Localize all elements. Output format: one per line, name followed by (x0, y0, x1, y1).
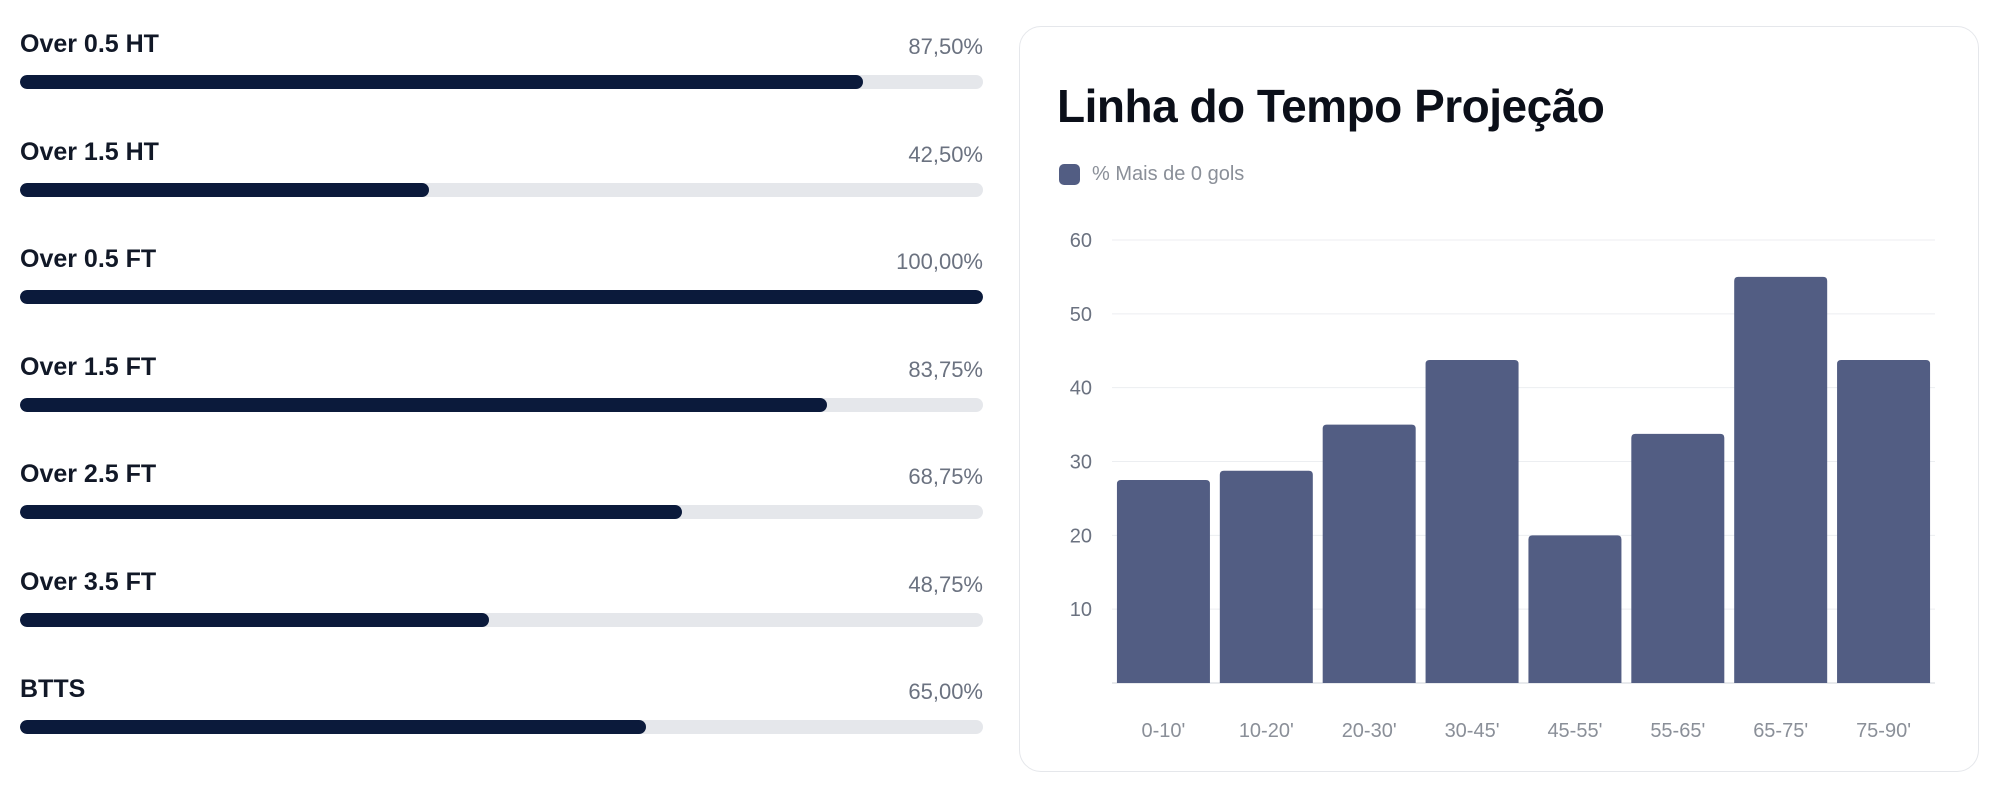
x-tick-label: 0-10' (1142, 720, 1186, 742)
stat-label: Over 1.5 FT (20, 352, 157, 381)
chart-bar[interactable] (1734, 276, 1828, 683)
bar-chart: 10 20 30 40 50 60 0-10' 10-20' 20-30' 30-45' 45-55… (1070, 230, 1935, 742)
stat-label: BTTS (20, 675, 86, 703)
stat-row-over-3-5-ft: Over 3.5 FT 48,75% (20, 558, 983, 666)
x-tick-label: 30-45' (1445, 720, 1500, 742)
stat-label: Over 0.5 FT (20, 245, 157, 273)
stat-row-over-0-5-ft: Over 0.5 FT 100,00% (20, 235, 983, 343)
stat-value: 100,00% (896, 249, 983, 274)
stat-value: 83,75% (908, 356, 983, 382)
chart-bar[interactable] (1631, 433, 1725, 683)
y-tick-label: 10 (1070, 599, 1092, 621)
progress-fill (20, 182, 430, 197)
chart-bar[interactable] (1116, 479, 1210, 683)
chart-title: Linha do Tempo Projeção (1057, 80, 1605, 132)
legend-swatch (1059, 164, 1080, 185)
x-tick-label: 75-90' (1856, 720, 1911, 742)
progress-fill (20, 290, 983, 304)
x-tick-label: 65-75' (1753, 720, 1808, 742)
chart-bar[interactable] (1425, 359, 1519, 683)
progress-track (20, 182, 983, 197)
stat-label: Over 3.5 FT (20, 567, 157, 596)
chart-bar[interactable] (1322, 424, 1416, 683)
stat-row-btts: BTTS 65,00% (20, 665, 983, 773)
stat-value: 68,75% (908, 464, 983, 489)
stat-row-over-1-5-ft: Over 1.5 FT 83,75% (20, 343, 983, 451)
x-tick-label: 45-55' (1547, 720, 1602, 742)
chart-bar[interactable] (1219, 470, 1313, 683)
x-tick-label: 55-65' (1650, 720, 1705, 742)
y-tick-label: 30 (1070, 452, 1092, 474)
stat-value: 65,00% (908, 679, 983, 704)
stat-label: Over 2.5 FT (20, 460, 157, 488)
stat-label: Over 0.5 HT (20, 30, 159, 58)
progress-track (20, 505, 983, 519)
progress-track (20, 75, 983, 89)
progress-fill (20, 612, 490, 627)
chart-bar[interactable] (1528, 535, 1622, 683)
stat-value: 48,75% (908, 571, 983, 597)
legend-label: % Mais de 0 gols (1092, 163, 1245, 185)
stat-label: Over 1.5 HT (20, 137, 159, 166)
stat-row-over-0-5-ht: Over 0.5 HT 87,50% (20, 20, 983, 128)
chart-bar[interactable] (1837, 359, 1931, 683)
progress-track (20, 397, 983, 412)
y-tick-label: 60 (1070, 230, 1092, 252)
timeline-chart-card: Linha do Tempo Projeção % Mais de 0 gols… (1019, 26, 1979, 772)
y-tick-label: 50 (1070, 304, 1092, 326)
stat-row-over-2-5-ft: Over 2.5 FT 68,75% (20, 450, 983, 558)
stat-row-over-1-5-ht: Over 1.5 HT 42,50% (20, 128, 983, 236)
x-tick-label: 20-30' (1342, 720, 1397, 742)
progress-track (20, 612, 983, 627)
progress-track (20, 720, 983, 734)
progress-fill (20, 505, 683, 519)
progress-fill (20, 397, 827, 412)
progress-fill (20, 720, 646, 734)
stat-value: 87,50% (908, 34, 983, 59)
y-tick-label: 40 (1070, 378, 1092, 400)
progress-fill (20, 75, 863, 89)
stats-panel: Over 0.5 HT 87,50% Over 1.5 HT 42,50% Ov… (20, 20, 983, 773)
progress-track (20, 290, 983, 304)
stat-value: 42,50% (908, 141, 983, 167)
y-tick-label: 20 (1070, 525, 1092, 547)
chart-legend[interactable]: % Mais de 0 gols (1059, 163, 1244, 186)
x-tick-label: 10-20' (1239, 720, 1294, 742)
